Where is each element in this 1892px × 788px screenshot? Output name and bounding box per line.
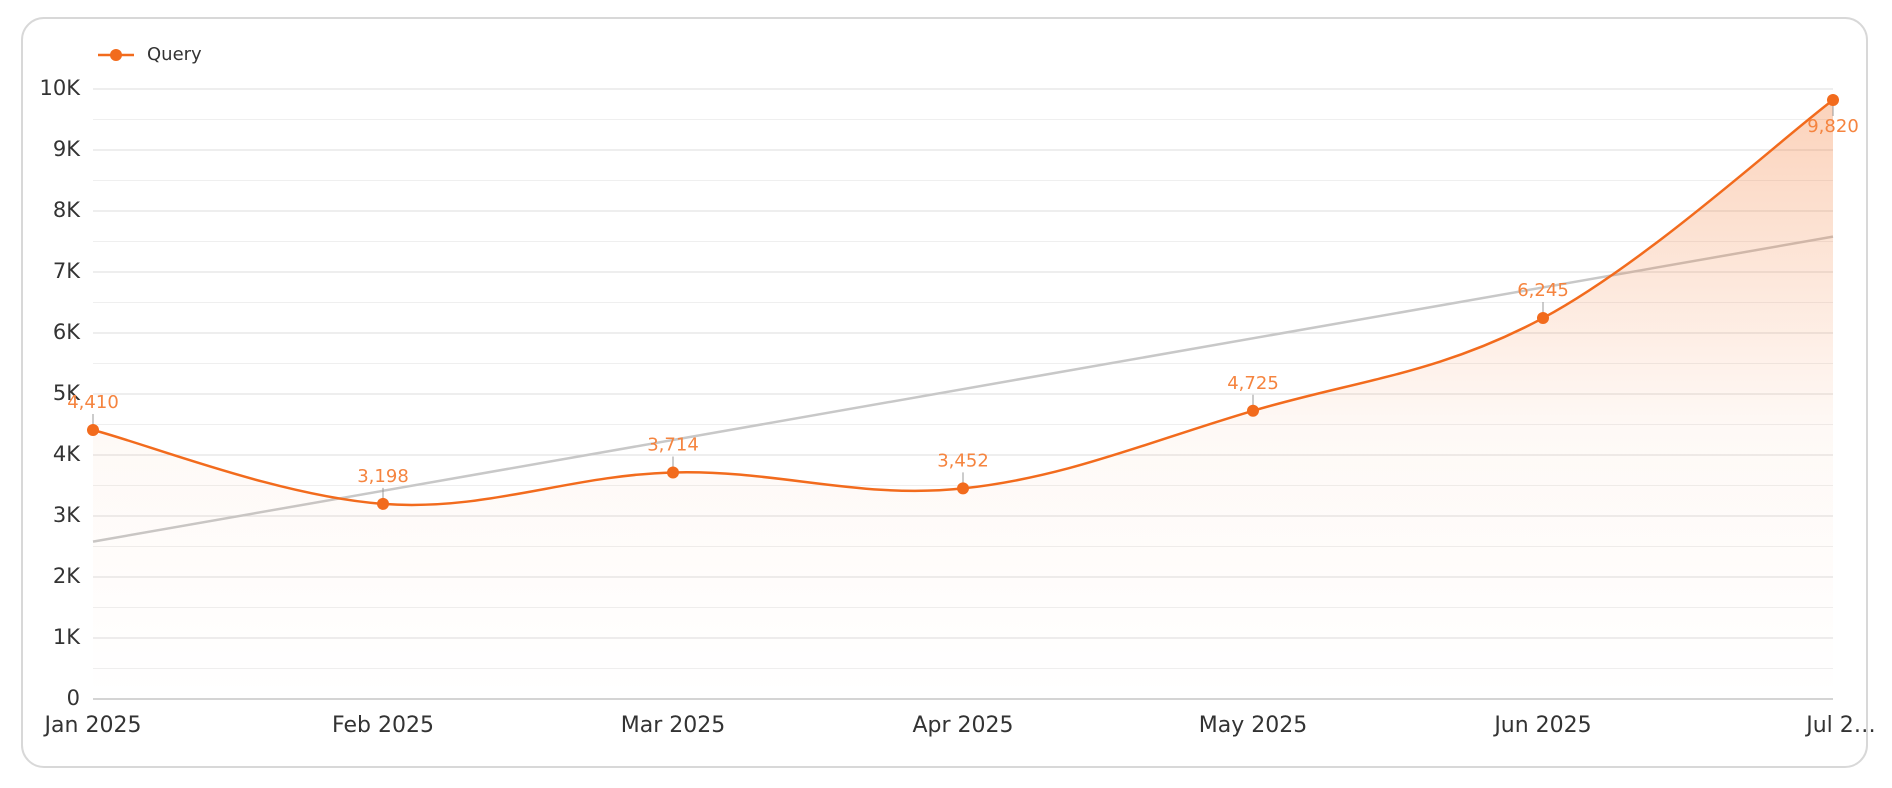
legend-marker (110, 49, 122, 61)
value-label: 9,820 (1807, 116, 1859, 137)
area (93, 99, 1833, 700)
value-label: 3,452 (937, 450, 989, 471)
y-tick-label: 4K (53, 442, 81, 466)
value-label: 6,245 (1517, 280, 1569, 301)
value-label: 3,198 (357, 466, 409, 487)
point (377, 497, 389, 510)
value-label: 4,410 (67, 392, 119, 413)
point (1537, 312, 1549, 325)
y-tick-label: 1K (53, 625, 81, 649)
x-tick-label: Jul 2… (1804, 713, 1876, 738)
y-tick-label: 3K (53, 503, 81, 527)
y-tick-label: 10K (40, 76, 82, 100)
y-tick-label: 5K (53, 381, 81, 405)
point (957, 482, 969, 495)
point (1827, 93, 1839, 106)
value-label: 4,725 (1227, 373, 1279, 394)
y-tick-label: 6K (53, 320, 81, 344)
y-tick-label: 2K (53, 564, 81, 588)
y-tick-label: 7K (53, 259, 81, 283)
x-tick-label: Jun 2025 (1492, 713, 1591, 738)
point (87, 423, 99, 436)
y-tick-label: 9K (53, 137, 81, 161)
x-tick-label: Feb 2025 (332, 713, 434, 738)
x-tick-label: Mar 2025 (621, 713, 726, 738)
y-tick-label: 0 (67, 686, 80, 710)
legend-label: Query (147, 44, 202, 65)
y-tick-label: 8K (53, 198, 81, 222)
x-tick-label: May 2025 (1199, 713, 1307, 738)
value-label: 3,714 (647, 434, 699, 455)
x-tick-label: Apr 2025 (912, 713, 1013, 738)
point (667, 466, 679, 479)
point (1247, 404, 1259, 417)
x-tick-label: Jan 2025 (43, 713, 142, 738)
